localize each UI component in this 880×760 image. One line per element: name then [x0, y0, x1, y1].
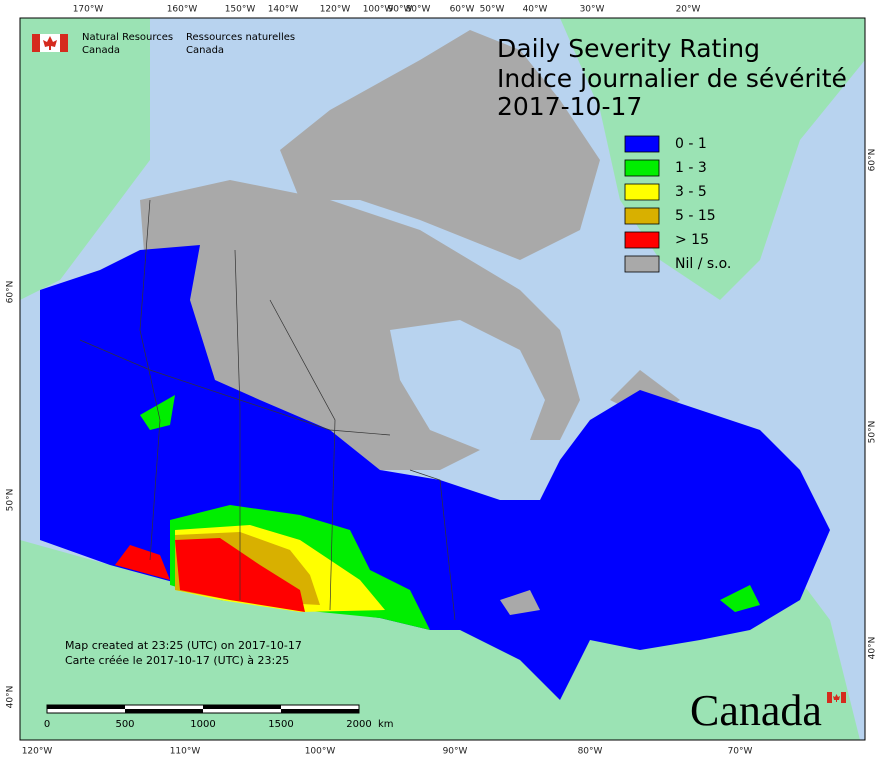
usa: [20, 540, 860, 740]
graticule-label: 160°W: [167, 5, 198, 15]
graticule-label: 60°N: [868, 149, 878, 172]
alaska: [20, 18, 150, 300]
graticule-label: 20°W: [676, 5, 701, 15]
scale-bar: 0 500 1000 1500 2000 km: [44, 704, 394, 730]
scale-label: 500: [115, 719, 134, 730]
borders: [79, 199, 456, 621]
greenland: [560, 18, 865, 300]
graticule-label: 140°W: [268, 5, 299, 15]
graticule-label: 60°N: [6, 281, 16, 304]
scale-label: 1500: [268, 719, 293, 730]
legend-swatch: [624, 135, 660, 153]
graticule-label: 120°W: [22, 747, 53, 757]
arctic-islands: [280, 30, 600, 260]
legend-label: 0 - 1: [675, 136, 707, 152]
credit: Map created at 23:25 (UTC) on 2017-10-17: [65, 639, 302, 652]
legend-label: 3 - 5: [675, 184, 707, 200]
zone-maritimes: [720, 585, 760, 612]
graticule-label: 80°W: [578, 747, 603, 757]
legend-swatch: [624, 255, 660, 273]
legend-label: > 15: [675, 232, 709, 248]
scale-unit: km: [378, 719, 394, 730]
org-en: Natural Resources: [82, 32, 173, 43]
legend-label: Nil / s.o.: [675, 256, 731, 272]
wordmark: Canada: [690, 686, 822, 735]
lake: [500, 590, 540, 615]
org-fr: Ressources naturelles: [186, 32, 295, 43]
graticule-label: 120°W: [320, 5, 351, 15]
graticule-label: 150°W: [225, 5, 256, 15]
graticule-label: 50°N: [868, 421, 878, 444]
graticule-label: 70°W: [728, 747, 753, 757]
nrcan-logo: [32, 34, 68, 52]
legend-swatch: [624, 207, 660, 225]
graticule-label: 40°N: [6, 686, 16, 709]
scale-label: 2000: [346, 719, 371, 730]
graticule-label: 50°W: [480, 5, 505, 15]
scale-label: 1000: [190, 719, 215, 730]
graticule-label: 90°W: [443, 747, 468, 757]
graticule-label: 90°W: [388, 5, 413, 15]
map-body: [20, 18, 865, 740]
frame: [19, 17, 866, 741]
credit: Carte créée le 2017-10-17 (UTC) à 23:25: [65, 654, 289, 667]
legend-label: 5 - 15: [675, 208, 716, 224]
graticule-label: 100°W: [305, 747, 336, 757]
legend-swatch: [624, 231, 660, 249]
zone-north: [140, 395, 175, 430]
graticule-label: 80°W: [406, 5, 431, 15]
graticule-label: 100°W: [363, 5, 394, 15]
graticule-label: 40°W: [523, 5, 548, 15]
graticule-label: 40°N: [868, 637, 878, 660]
org-en: Canada: [82, 45, 120, 56]
graticule-label: 110°W: [170, 747, 201, 757]
graticule-label: 30°W: [580, 5, 605, 15]
legend: 0 - 1 1 - 3 3 - 5 5 - 15 > 15 Nil / s.o.: [624, 135, 731, 273]
legend-swatch: [624, 183, 660, 201]
legend-swatch: [624, 159, 660, 177]
hudson-bay: [390, 320, 545, 450]
graticule-label: 170°W: [73, 5, 104, 15]
org-fr: Canada: [186, 45, 224, 56]
title-en: Daily Severity Rating: [497, 34, 760, 63]
scale-label: 0: [44, 719, 50, 730]
title-fr: Indice journalier de sévérité: [497, 64, 847, 93]
legend-label: 1 - 3: [675, 160, 707, 176]
graticule-label: 60°W: [450, 5, 475, 15]
graticule-label: 50°N: [6, 489, 16, 512]
canada-wordmark: [827, 692, 846, 703]
zone-bc: [115, 545, 170, 580]
title-date: 2017-10-17: [497, 92, 642, 121]
